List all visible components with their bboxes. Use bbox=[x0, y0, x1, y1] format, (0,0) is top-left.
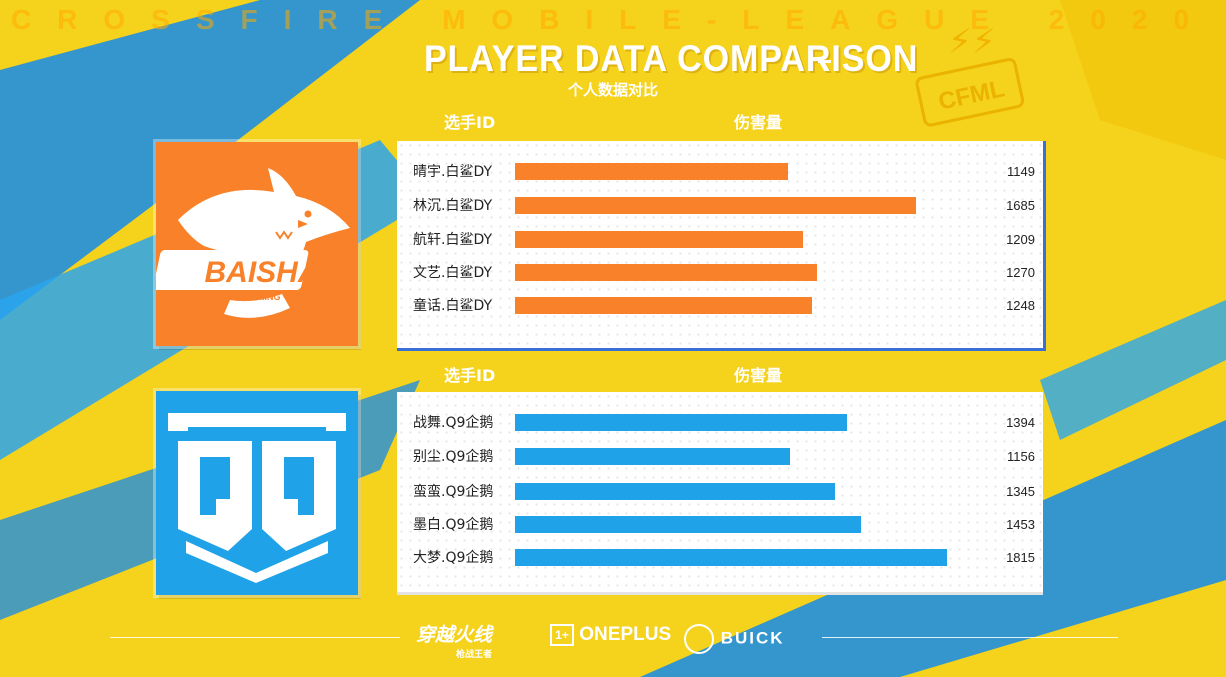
blue-team-chart: 战舞.Q9企鹅 1394 别尘.Q9企鹅 1156 蛮蛮.Q9企鹅 1345 墨白.Q9企鹅… bbox=[397, 392, 1043, 595]
damage-value: 1685 bbox=[1006, 198, 1035, 213]
damage-bar bbox=[515, 197, 916, 214]
oneplus-icon: 1+ bbox=[550, 624, 574, 646]
damage-bar bbox=[515, 231, 803, 248]
damage-bar bbox=[515, 516, 861, 533]
baisha-logo: BAISHA GAMING bbox=[156, 142, 358, 346]
damage-value: 1270 bbox=[1006, 265, 1035, 280]
player-name: 晴宇.白鲨DY bbox=[413, 164, 493, 180]
buick-icon bbox=[684, 624, 714, 654]
cfml-badge: CFML bbox=[911, 51, 1031, 135]
oneplus-logo: 1+ ONEPLUS bbox=[550, 624, 671, 646]
footer-divider-right bbox=[822, 637, 1118, 638]
page-title: PLAYER DATA COMPARISON bbox=[424, 38, 919, 79]
damage-bar bbox=[515, 264, 817, 281]
baisha-logo-text: BAISHA bbox=[204, 256, 319, 289]
col-label-player-2: 选手ID bbox=[444, 366, 496, 385]
player-name: 别尘.Q9企鹅 bbox=[413, 449, 494, 465]
footer-divider-left bbox=[110, 637, 400, 638]
player-name: 蛮蛮.Q9企鹅 bbox=[413, 484, 494, 500]
buick-logo: BUICK bbox=[684, 624, 785, 654]
player-name: 航轩.白鲨DY bbox=[413, 232, 493, 248]
page-subtitle: 个人数据对比 bbox=[567, 81, 658, 99]
player-name: 童话.白鲨DY bbox=[413, 298, 493, 314]
damage-bar bbox=[515, 448, 790, 465]
orange-team-chart: 晴宇.白鲨DY 1149 林沉.白鲨DY 1685 航轩.白鲨DY 1209 文艺.白鲨DY… bbox=[397, 141, 1046, 351]
damage-value: 1345 bbox=[1006, 484, 1035, 499]
damage-bar bbox=[515, 414, 847, 431]
col-label-player-1: 选手ID bbox=[444, 113, 496, 132]
damage-bar bbox=[515, 297, 812, 314]
player-name: 大梦.Q9企鹅 bbox=[413, 550, 494, 566]
damage-value: 1209 bbox=[1006, 232, 1035, 247]
player-name: 战舞.Q9企鹅 bbox=[413, 415, 494, 431]
damage-bar bbox=[515, 163, 788, 180]
cfml-badge-text: CFML bbox=[936, 75, 1007, 115]
damage-value: 1248 bbox=[1006, 298, 1035, 313]
player-name: 林沉.白鲨DY bbox=[413, 198, 493, 214]
damage-value: 1815 bbox=[1006, 550, 1035, 565]
league-watermark: CROSSFIRE MOBILE-LEAGUE 2020 bbox=[10, 4, 1216, 35]
col-label-metric-1: 伤害量 bbox=[734, 113, 783, 132]
damage-bar bbox=[515, 483, 835, 500]
q9-logo bbox=[156, 391, 358, 595]
q9-logo-icon bbox=[168, 413, 346, 583]
title-dash bbox=[818, 60, 831, 63]
player-name: 文艺.白鲨DY bbox=[413, 265, 493, 281]
baisha-logo-subtext: GAMING bbox=[244, 292, 281, 302]
damage-value: 1394 bbox=[1006, 415, 1035, 430]
damage-value: 1156 bbox=[1007, 449, 1035, 464]
crossfire-logo-text: 穿越火线 bbox=[416, 625, 493, 646]
damage-value: 1453 bbox=[1006, 517, 1035, 532]
player-name: 墨白.Q9企鹅 bbox=[413, 517, 494, 533]
crossfire-logo: 穿越火线 枪战王者 bbox=[416, 620, 492, 660]
lightning-icon: ⚡⚡ bbox=[948, 22, 996, 62]
crossfire-logo-subtext: 枪战王者 bbox=[456, 649, 493, 659]
damage-bar bbox=[515, 549, 947, 566]
damage-value: 1149 bbox=[1007, 164, 1035, 179]
col-label-metric-2: 伤害量 bbox=[734, 366, 783, 385]
baisha-shark-logo-icon: BAISHA GAMING bbox=[156, 168, 350, 318]
